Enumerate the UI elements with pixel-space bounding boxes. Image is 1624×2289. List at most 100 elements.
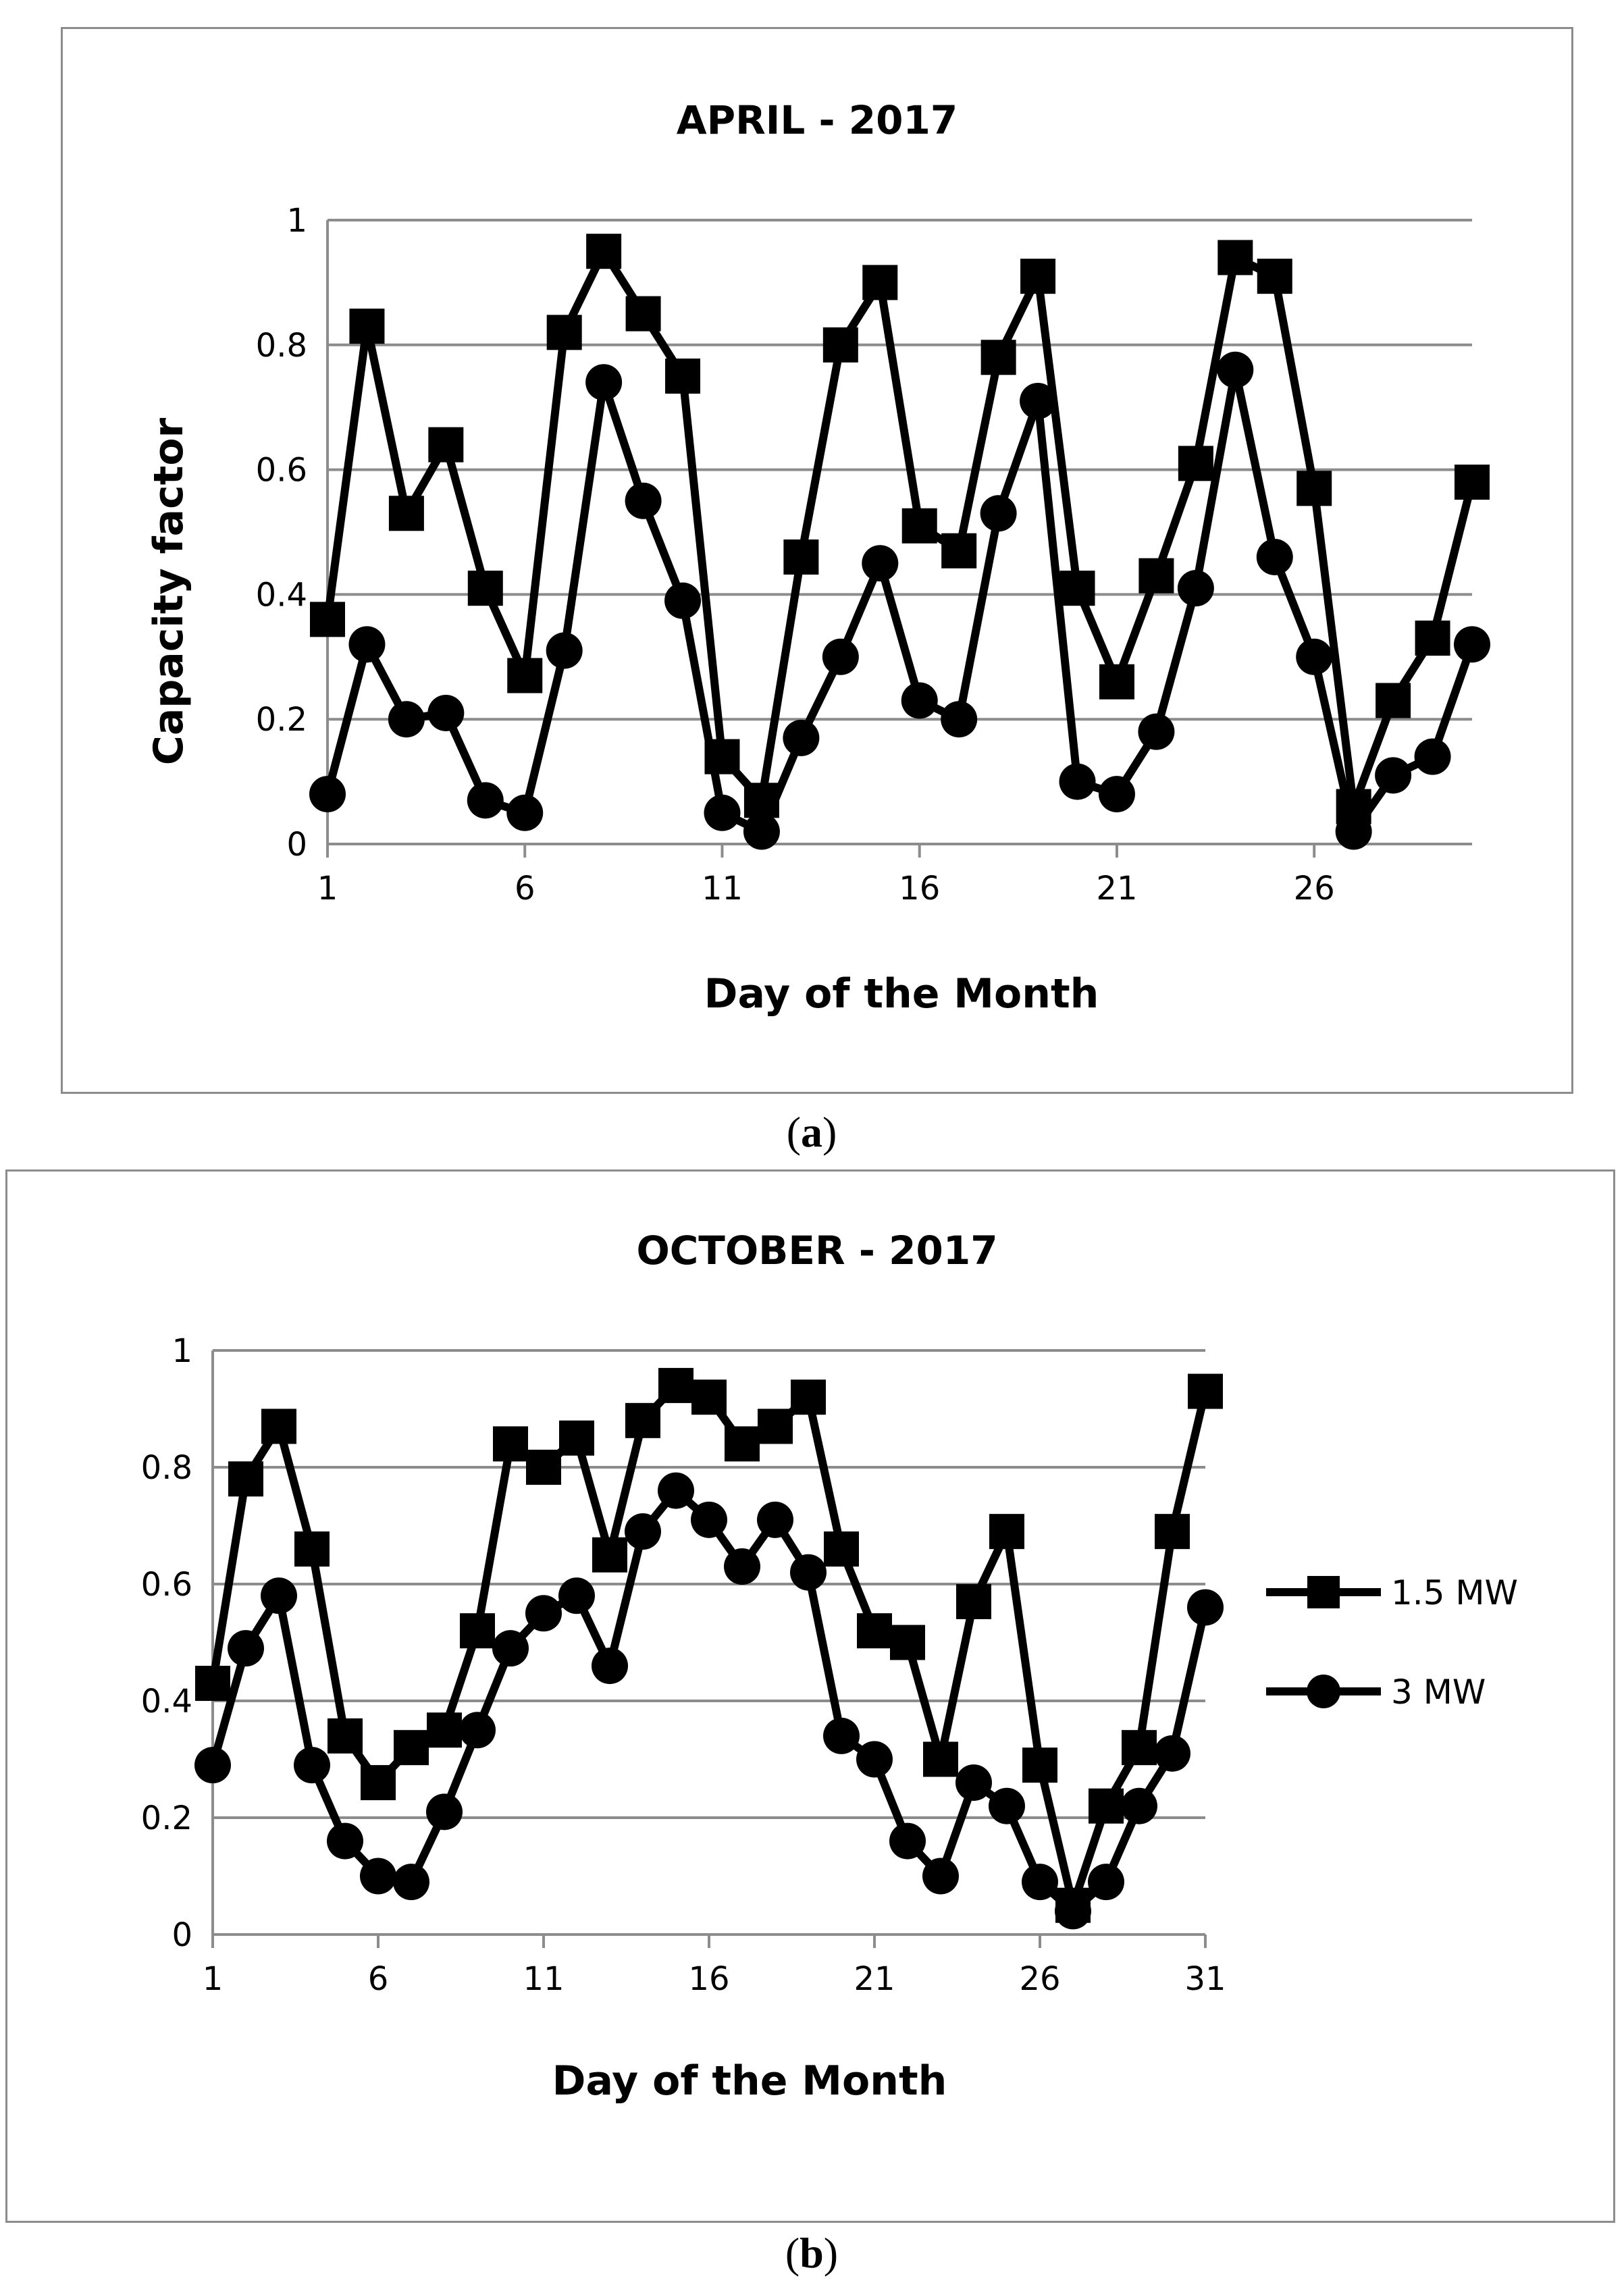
data-point-circle [1121, 1787, 1157, 1824]
data-point-circle [822, 638, 859, 675]
data-point-circle [459, 1712, 496, 1749]
data-point-square [310, 602, 345, 637]
data-point-square [294, 1531, 330, 1567]
x-tick-label: 21 [854, 1960, 895, 1998]
x-tick-label: 16 [899, 870, 940, 907]
data-point-circle [467, 782, 504, 819]
data-point-circle [585, 364, 623, 401]
data-point-square [394, 1730, 429, 1766]
caption-b-letter: b [800, 2229, 824, 2277]
data-point-square [783, 539, 819, 575]
series-1-5-mw-october [195, 1367, 1223, 1923]
x-axis-label-october: Day of the Month [552, 2057, 947, 2105]
data-point-square [824, 1531, 859, 1567]
caption-a-letter: a [801, 1108, 822, 1156]
data-point-circle [790, 1554, 827, 1591]
data-point-circle [658, 1472, 694, 1509]
data-point-square [1217, 240, 1253, 275]
data-point-square [625, 296, 661, 332]
data-point-circle [294, 1747, 330, 1784]
y-tick-label: 0.6 [141, 1566, 192, 1604]
data-point-circle [393, 1864, 429, 1901]
x-tick-label: 16 [688, 1960, 729, 1998]
data-point-square [349, 309, 385, 344]
data-point-square [559, 1420, 594, 1456]
data-point-circle [1098, 776, 1135, 813]
data-point-square [901, 508, 937, 544]
series-1-5-mw-april [310, 234, 1490, 824]
data-point-circle [261, 1577, 297, 1614]
y-tick-label: 1 [286, 202, 307, 240]
y-tick-label: 0.8 [256, 327, 307, 365]
x-tick-label: 1 [317, 870, 338, 907]
y-tick-label: 0 [172, 1916, 192, 1954]
data-point-circle [901, 682, 938, 719]
data-point-circle [1454, 626, 1490, 663]
plot-area-october: 00.20.40.60.811 6 11 16 21 26 31 [141, 1332, 1226, 1998]
data-point-square [791, 1379, 826, 1415]
data-point-circle [1088, 1864, 1124, 1901]
data-point-square [1138, 558, 1174, 594]
data-point-square [328, 1718, 363, 1754]
data-point-circle [1414, 738, 1451, 775]
data-point-square [1415, 621, 1450, 656]
legend: 1.5 MW 3 MW [1266, 1573, 1518, 1712]
data-point-circle [1187, 1589, 1224, 1626]
data-point-circle [388, 701, 425, 738]
data-point-square [857, 1613, 892, 1649]
series-3-mw-april [309, 351, 1490, 850]
data-point-square [388, 496, 424, 531]
data-point-circle [228, 1630, 264, 1667]
legend-label-3mw: 3 MW [1391, 1673, 1486, 1712]
data-point-square [228, 1461, 263, 1497]
data-point-square [586, 234, 622, 269]
x-tick-label: 6 [515, 870, 535, 907]
data-point-circle [625, 1513, 661, 1550]
y-tick-label: 0.8 [141, 1449, 192, 1487]
data-point-square [493, 1426, 528, 1462]
data-point-square [691, 1379, 727, 1415]
data-point-circle [194, 1747, 231, 1784]
data-point-circle [757, 1501, 793, 1538]
data-point-circle [664, 582, 702, 619]
data-point-circle [1138, 713, 1175, 750]
data-point-circle [980, 495, 1017, 532]
data-point-square [195, 1666, 230, 1702]
data-point-circle [724, 1548, 760, 1585]
data-point-circle [1375, 757, 1412, 794]
data-point-square [862, 265, 898, 300]
data-point-circle [348, 626, 386, 663]
data-point-square [261, 1409, 296, 1444]
data-point-circle [558, 1577, 595, 1614]
data-point-square [989, 1514, 1024, 1550]
data-point-circle [889, 1822, 926, 1860]
data-point-square [467, 571, 503, 606]
data-point-square [665, 359, 701, 394]
data-point-square [956, 1583, 991, 1619]
legend-item-3mw: 3 MW [1266, 1673, 1486, 1712]
data-point-circle [1055, 1893, 1091, 1930]
data-point-square [1122, 1730, 1157, 1766]
data-point-circle [955, 1764, 992, 1801]
data-point-square [526, 1450, 561, 1485]
data-point-circle [1022, 1864, 1058, 1901]
data-point-circle [1177, 570, 1214, 607]
data-point-circle [426, 1793, 463, 1831]
x-tick-label: 1 [203, 1960, 224, 1998]
y-tick-label: 0.2 [256, 701, 307, 739]
chart-panel-october [5, 1169, 1615, 2223]
x-tick-label: 6 [368, 1960, 389, 1998]
x-tick-label: 11 [702, 870, 743, 907]
data-point-square [625, 1402, 660, 1438]
data-point-square [546, 315, 582, 350]
data-point-circle [1217, 351, 1254, 388]
data-point-square [428, 427, 464, 463]
series-line [209, 1381, 1209, 1910]
data-point-circle [309, 776, 346, 813]
data-point-square [1155, 1514, 1190, 1550]
y-tick-label: 0.4 [141, 1683, 192, 1720]
data-point-circle [327, 1822, 363, 1860]
data-point-circle [691, 1501, 727, 1538]
data-point-square [822, 327, 858, 363]
data-point-square [1455, 465, 1490, 500]
